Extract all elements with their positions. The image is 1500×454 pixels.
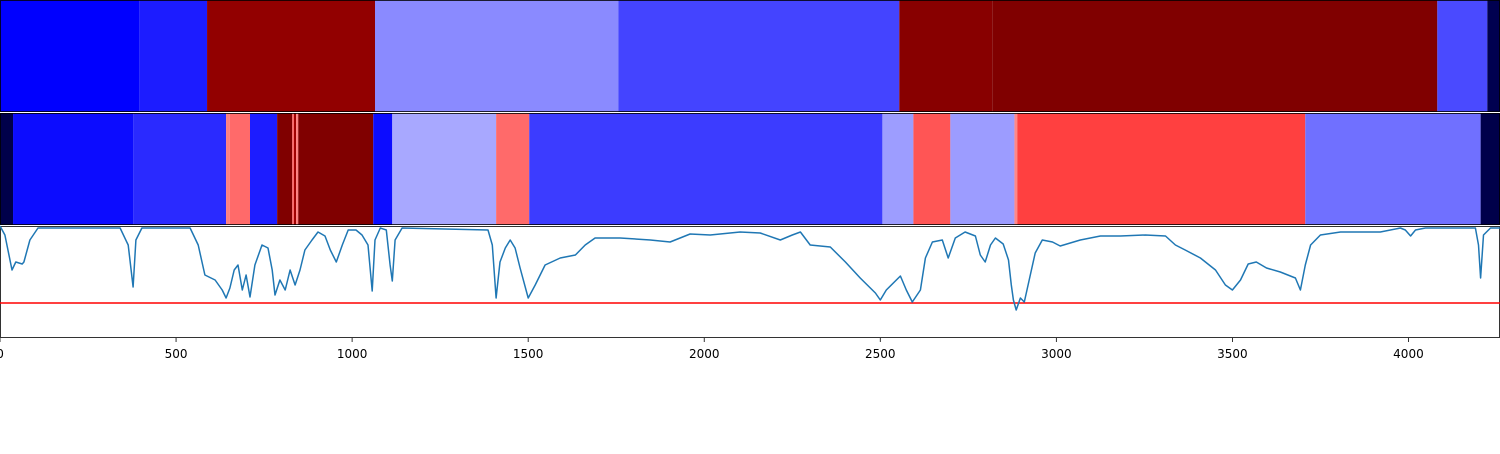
segment [882,113,914,225]
x-tick-label: 3000 [1041,347,1072,361]
segment [913,113,951,225]
segment [529,113,883,225]
segment [950,113,1015,225]
segment [618,0,900,112]
segment [296,113,299,225]
segment [133,113,227,225]
x-tick-label: 2000 [689,347,720,361]
segment [992,0,1438,112]
segment [496,113,530,225]
segment [1014,113,1018,225]
data-line [0,225,1500,311]
segment [294,113,297,225]
segment [226,113,230,225]
segment [1480,113,1500,225]
segment [0,113,14,225]
segment [392,113,497,225]
segment [207,0,375,112]
segment [373,113,393,225]
segment [277,113,293,225]
segment [375,0,619,112]
x-tick-label: 500 [165,347,188,361]
segment [899,0,993,112]
segment [0,0,140,112]
segment [13,113,134,225]
segment [298,113,374,225]
segment [1487,0,1500,112]
panel-frame [0,226,1500,338]
x-tick-label: 1500 [513,347,544,361]
segment [250,113,278,225]
segment [139,0,208,112]
segment [229,113,250,225]
x-tick-label: 0 [0,347,4,361]
x-tick-label: 2500 [865,347,896,361]
segment [1437,0,1488,112]
segment [1305,113,1481,225]
segment [292,113,295,225]
x-tick-label: 1000 [337,347,368,361]
x-tick-label: 4000 [1393,347,1424,361]
segment [1017,113,1306,225]
x-tick-label: 3500 [1217,347,1248,361]
